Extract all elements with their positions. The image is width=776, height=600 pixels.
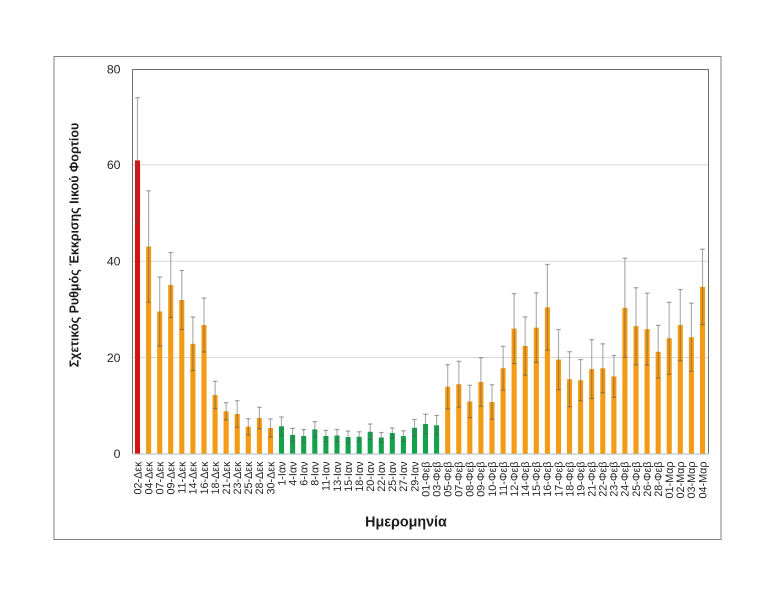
svg-text:07-Φεβ: 07-Φεβ — [454, 462, 466, 497]
svg-text:03-Φεβ: 03-Φεβ — [431, 462, 443, 497]
svg-text:14-Δεκ: 14-Δεκ — [188, 461, 200, 495]
svg-text:01-Μαρ: 01-Μαρ — [664, 462, 676, 499]
svg-text:23-Δεκ: 23-Δεκ — [232, 461, 244, 495]
svg-text:04-Δεκ: 04-Δεκ — [143, 461, 155, 495]
svg-text:27-Ιαν: 27-Ιαν — [398, 462, 410, 492]
svg-text:12-Φεβ: 12-Φεβ — [509, 462, 521, 497]
svg-text:03-Μαρ: 03-Μαρ — [686, 462, 698, 499]
svg-text:18-Ιαν: 18-Ιαν — [354, 462, 366, 492]
svg-text:80: 80 — [107, 63, 121, 77]
svg-text:20-Ιαν: 20-Ιαν — [365, 462, 377, 492]
svg-text:1-Ιαν: 1-Ιαν — [276, 462, 288, 486]
svg-text:Ημερομηνία: Ημερομηνία — [365, 515, 447, 531]
svg-text:21-Δεκ: 21-Δεκ — [221, 461, 233, 495]
svg-text:15-Φεβ: 15-Φεβ — [531, 462, 543, 497]
svg-text:01-Φεβ: 01-Φεβ — [420, 462, 432, 497]
svg-text:05-Φεβ: 05-Φεβ — [443, 462, 455, 497]
svg-text:18-Δεκ: 18-Δεκ — [210, 461, 222, 495]
svg-text:15-Ιαν: 15-Ιαν — [343, 462, 355, 492]
svg-text:17-Φεβ: 17-Φεβ — [553, 462, 565, 497]
svg-text:11-Δεκ: 11-Δεκ — [177, 461, 189, 494]
svg-text:40: 40 — [107, 255, 121, 269]
svg-text:02-Δεκ: 02-Δεκ — [132, 461, 144, 495]
svg-text:18-Φεβ: 18-Φεβ — [564, 462, 576, 497]
svg-text:09-Φεβ: 09-Φεβ — [476, 462, 488, 497]
svg-text:16-Φεβ: 16-Φεβ — [542, 462, 554, 497]
svg-text:21-Φεβ: 21-Φεβ — [587, 462, 599, 497]
svg-text:23-Φεβ: 23-Φεβ — [609, 462, 621, 497]
svg-text:16-Δεκ: 16-Δεκ — [199, 461, 211, 495]
svg-text:25-Δεκ: 25-Δεκ — [243, 461, 255, 495]
svg-text:30-Δεκ: 30-Δεκ — [265, 461, 277, 495]
svg-text:11-Φεβ: 11-Φεβ — [498, 462, 510, 496]
svg-text:28-Δεκ: 28-Δεκ — [254, 461, 266, 495]
svg-text:08-Φεβ: 08-Φεβ — [465, 462, 477, 497]
svg-text:25-Ιαν: 25-Ιαν — [387, 462, 399, 492]
svg-text:Σχετικός Ρυθμός Έκκρισης Ιικού: Σχετικός Ρυθμός Έκκρισης Ιικού Φορτίου — [68, 123, 82, 368]
svg-text:0: 0 — [114, 447, 121, 461]
svg-text:13-Ιαν: 13-Ιαν — [332, 462, 344, 492]
svg-text:04-Μαρ: 04-Μαρ — [697, 462, 709, 499]
svg-text:07-Δεκ: 07-Δεκ — [155, 461, 167, 495]
svg-text:60: 60 — [107, 158, 121, 172]
svg-text:19-Φεβ: 19-Φεβ — [575, 462, 587, 497]
svg-text:25-Φεβ: 25-Φεβ — [631, 462, 643, 497]
svg-text:14-Φεβ: 14-Φεβ — [520, 462, 532, 497]
svg-text:29-Ιαν: 29-Ιαν — [409, 462, 421, 492]
svg-text:4-Ιαν: 4-Ιαν — [287, 462, 299, 486]
svg-text:11-Ιαν: 11-Ιαν — [321, 462, 333, 491]
svg-text:26-Φεβ: 26-Φεβ — [642, 462, 654, 497]
svg-text:6-Ιαν: 6-Ιαν — [299, 462, 311, 486]
svg-text:20: 20 — [107, 351, 121, 365]
svg-text:09-Δεκ: 09-Δεκ — [166, 461, 178, 495]
svg-text:02-Μαρ: 02-Μαρ — [675, 462, 687, 499]
svg-text:10-Φεβ: 10-Φεβ — [487, 462, 499, 497]
svg-text:28-Φεβ: 28-Φεβ — [653, 462, 665, 497]
svg-text:22-Φεβ: 22-Φεβ — [598, 462, 610, 497]
svg-text:24-Φεβ: 24-Φεβ — [620, 462, 632, 497]
svg-text:22-Ιαν: 22-Ιαν — [376, 462, 388, 492]
svg-text:8-Ιαν: 8-Ιαν — [310, 462, 322, 486]
